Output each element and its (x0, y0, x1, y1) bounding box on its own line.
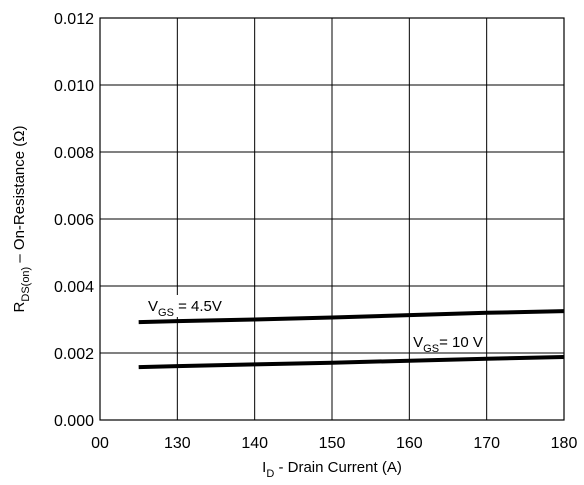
series-line-1 (138, 355, 565, 370)
series-annotations: VGS = 4.5V VGS= 10 V (144, 295, 483, 355)
y-tick-label: 0.002 (54, 346, 94, 363)
x-tick-label: 150 (319, 435, 346, 452)
series-label-0: VGS = 4.5V (148, 298, 222, 319)
x-tick-label: 140 (241, 435, 268, 452)
y-tick-label: 0.012 (54, 11, 94, 28)
annotation-background (144, 295, 250, 317)
y-tick-label: 0.008 (54, 145, 94, 162)
x-axis-label: ID - Drain Current (A) (262, 459, 402, 480)
plot-frame (99, 17, 565, 421)
x-tick-label: 00 (91, 435, 109, 452)
x-tick-labels: 00 130 140 150 160 170 180 (91, 435, 577, 452)
series-line-0 (138, 309, 565, 325)
y-tick-label: 0.000 (54, 413, 94, 430)
y-tick-label: 0.006 (54, 212, 94, 229)
x-tick-label: 130 (164, 435, 191, 452)
y-axis-label: RDS(on) – On-Resistance (Ω) (11, 126, 32, 313)
y-tick-labels: 0.000 0.002 0.004 0.006 0.008 0.010 0.012 (54, 11, 94, 430)
x-tick-label: 160 (396, 435, 423, 452)
x-tick-label: 180 (551, 435, 578, 452)
series-lines (138, 309, 565, 370)
y-tick-label: 0.004 (54, 279, 94, 296)
series-label-1: VGS= 10 V (413, 334, 483, 355)
x-tick-label: 170 (473, 435, 500, 452)
y-tick-label: 0.010 (54, 78, 94, 95)
